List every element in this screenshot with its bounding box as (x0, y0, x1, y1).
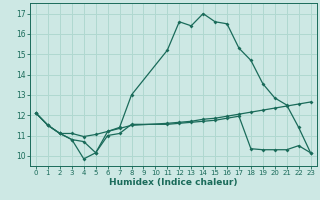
X-axis label: Humidex (Indice chaleur): Humidex (Indice chaleur) (109, 178, 237, 187)
